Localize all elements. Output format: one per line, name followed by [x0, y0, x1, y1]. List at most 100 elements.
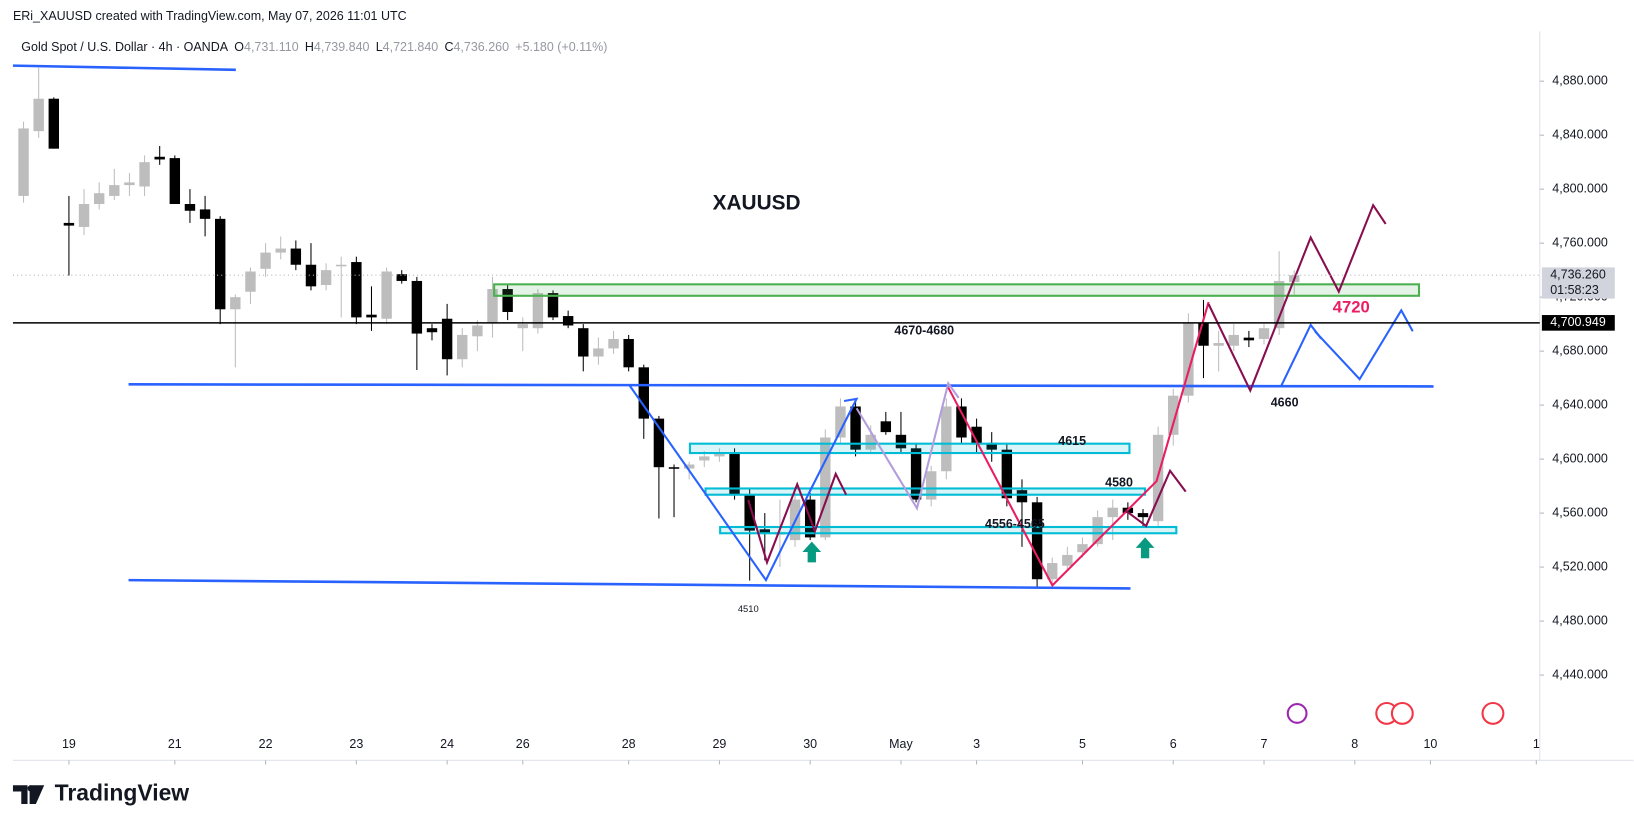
event-icon[interactable] [1481, 701, 1505, 725]
candle-body [366, 314, 377, 318]
candle-body [547, 293, 559, 318]
candle-body [623, 338, 634, 368]
candle-body [93, 193, 105, 205]
x-tick-label: 24 [440, 737, 454, 751]
candle-body [986, 442, 997, 450]
candle-body [33, 98, 44, 132]
price-tag-label: 4,736.260 [1550, 267, 1606, 281]
event-icon[interactable] [1286, 703, 1308, 724]
candle-body [744, 494, 755, 531]
candle-body [925, 471, 937, 500]
candle-body [230, 297, 241, 310]
candle-body [1107, 507, 1118, 518]
price-tag-label: 4,700.949 [1550, 315, 1606, 329]
zone [688, 442, 1131, 455]
annotation: 4510 [738, 604, 759, 614]
y-tick-label: 4,560.000 [1552, 505, 1608, 519]
y-tick-label: 4,680.000 [1552, 343, 1608, 357]
x-tick-label: May [889, 737, 913, 751]
ohlc-key: H [305, 40, 314, 54]
candle-body [275, 248, 286, 253]
candle-body [487, 289, 498, 323]
candle-body [1258, 328, 1270, 339]
y-tick-label: 4,520.000 [1552, 559, 1608, 573]
candle-body [305, 264, 317, 287]
x-tick-label: 6 [1170, 737, 1177, 751]
candle-body [1243, 337, 1255, 341]
candle-body [532, 293, 544, 329]
ohlc-value: 4,721.840 [383, 40, 439, 54]
price-tag [1541, 315, 1615, 331]
x-tick-label: 19 [62, 737, 76, 751]
candle-body [109, 185, 120, 196]
candle-body [78, 204, 90, 227]
candle-body [578, 328, 589, 357]
candle-body [199, 209, 211, 219]
candle-body [245, 271, 256, 292]
candle-body [895, 434, 907, 449]
candle-body [1137, 513, 1149, 518]
candle-body [880, 421, 892, 433]
candle-body [381, 271, 392, 319]
annotation: 4615 [1058, 434, 1086, 448]
candle-body [502, 289, 513, 312]
candle-body [1062, 554, 1073, 566]
candle-body [351, 262, 362, 318]
candle-body [1047, 563, 1058, 580]
annotation: 4670-4680 [894, 323, 954, 337]
brand-logo [12, 785, 45, 805]
candle-body [714, 452, 725, 457]
candle-body [593, 348, 604, 357]
y-tick-label: 4,480.000 [1552, 613, 1608, 627]
candle-body [1198, 322, 1209, 346]
x-tick-label: 8 [1351, 737, 1358, 751]
ohlc-value: 4,731.110 [244, 40, 299, 54]
candle-body [124, 182, 135, 186]
candle-body [169, 158, 181, 205]
candle-body [1016, 490, 1028, 503]
candle-body [941, 406, 952, 472]
change: +5.180 (+0.11%) [515, 40, 607, 54]
annotation: 4580 [1105, 476, 1133, 490]
price-tag [1541, 267, 1615, 299]
event-icon[interactable] [1390, 701, 1414, 725]
y-tick-label: 4,600.000 [1552, 451, 1608, 465]
x-tick-label: 29 [712, 737, 726, 751]
candle-body [139, 162, 150, 187]
y-tick-label: 4,880.000 [1552, 73, 1608, 87]
trend-line [128, 578, 1131, 590]
path-arrow [947, 301, 1210, 588]
candle-body [154, 156, 165, 160]
y-tick-label: 4,640.000 [1552, 397, 1608, 411]
x-tick-label: 7 [1261, 737, 1268, 751]
ohlc-value: 4,739.840 [314, 40, 370, 54]
candle-body [1183, 322, 1194, 396]
x-tick-label: 10 [1423, 737, 1437, 751]
candle-body [260, 252, 271, 269]
candle-body [562, 316, 574, 326]
candle-body [426, 328, 438, 333]
ohlc-value: 4,736.260 [454, 40, 510, 54]
ohlc-key: C [444, 40, 453, 54]
candle-body [1168, 395, 1179, 435]
candle-body [18, 128, 29, 196]
candle-body [638, 367, 649, 419]
candle-body [759, 529, 771, 534]
zone [719, 525, 1178, 535]
candle-body [608, 338, 619, 349]
ohlc-key: L [376, 40, 383, 54]
candle-body [320, 270, 332, 285]
candle-body [956, 406, 967, 438]
up-marker [1135, 537, 1155, 559]
candle-body [290, 248, 302, 265]
x-tick-label: 22 [259, 737, 273, 751]
candle-body [517, 324, 528, 329]
candle-body [729, 452, 740, 495]
y-tick-label: 4,840.000 [1552, 127, 1608, 141]
zone [704, 487, 1147, 496]
symbol: Gold Spot / U.S. Dollar · 4h · OANDA [21, 40, 228, 54]
legend-header: Gold Spot / U.S. Dollar · 4h · OANDA O4,7… [21, 40, 607, 54]
path-arrow [1124, 468, 1187, 528]
x-tick-label: 21 [168, 737, 182, 751]
